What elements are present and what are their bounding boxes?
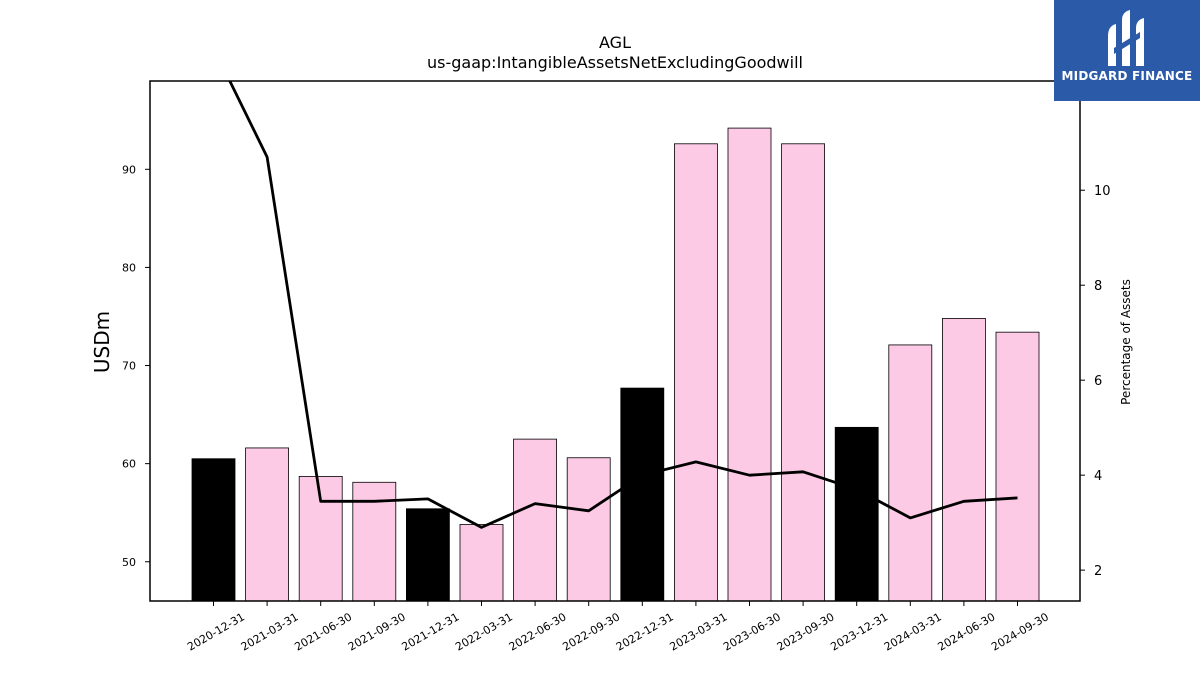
brand-logo: MIDGARD FINANCE bbox=[1054, 0, 1200, 101]
y2-tick-label: 6 bbox=[1094, 374, 1102, 389]
bars-group bbox=[191, 127, 1040, 602]
x-tick-label: 2023-12-31 bbox=[828, 610, 890, 653]
x-tick-label: 2023-03-31 bbox=[668, 610, 730, 653]
x-tick-label: 2022-12-31 bbox=[614, 610, 676, 653]
y-tick-label: 50 bbox=[122, 556, 136, 569]
x-tick-label: 2022-06-30 bbox=[507, 610, 569, 653]
line-group bbox=[228, 81, 1018, 529]
bar-2022-03-31 bbox=[459, 524, 504, 602]
bar-2024-06-30 bbox=[942, 318, 986, 602]
y-tick-label: 80 bbox=[122, 261, 136, 274]
y-axis-label: USDm bbox=[90, 311, 114, 373]
bar-2021-12-31 bbox=[405, 508, 450, 602]
bar-2022-06-30 bbox=[513, 438, 557, 602]
y-tick-label: 90 bbox=[122, 163, 136, 176]
midgard-logo-icon bbox=[1108, 10, 1144, 66]
bar-2023-03-31 bbox=[674, 143, 718, 602]
y2-tick-label: 8 bbox=[1094, 279, 1102, 294]
x-tick-label: 2022-03-31 bbox=[453, 610, 515, 653]
bar-2022-09-30 bbox=[566, 457, 611, 602]
x-tick-label: 2021-03-31 bbox=[239, 610, 301, 653]
y2-tick-label: 2 bbox=[1094, 564, 1102, 579]
logo-text: MIDGARD FINANCE bbox=[1061, 69, 1193, 83]
plot-frame bbox=[149, 80, 1081, 602]
bar-2023-09-30 bbox=[781, 143, 825, 602]
bar-2021-03-31 bbox=[245, 447, 290, 602]
x-tick-label: 2024-03-31 bbox=[882, 610, 944, 653]
bar-2024-03-31 bbox=[888, 344, 933, 602]
x-tick-label: 2023-06-30 bbox=[721, 610, 783, 653]
y-tick-label: 70 bbox=[122, 360, 136, 373]
bar-2024-09-30 bbox=[995, 331, 1040, 602]
x-tick-label: 2024-06-30 bbox=[936, 610, 998, 653]
x-tick-label: 2021-06-30 bbox=[292, 610, 354, 653]
y-tick-label: 60 bbox=[122, 458, 136, 471]
y2-tick-label: 4 bbox=[1094, 469, 1102, 484]
y2-tick-label: 10 bbox=[1094, 184, 1111, 199]
x-tick-label: 2024-09-30 bbox=[989, 610, 1051, 653]
bar-2022-12-31 bbox=[620, 387, 665, 602]
chart-title: AGL bbox=[599, 33, 631, 52]
bar-2020-12-31 bbox=[191, 458, 236, 602]
y2-axis-label: Percentage of Assets bbox=[1119, 279, 1133, 405]
x-tick-label: 2021-12-31 bbox=[400, 610, 462, 653]
bar-2023-12-31 bbox=[834, 426, 879, 602]
x-tick-label: 2022-09-30 bbox=[560, 610, 622, 653]
bar-2023-06-30 bbox=[727, 127, 772, 602]
percentage-line bbox=[228, 81, 1018, 529]
x-tick-label: 2023-09-30 bbox=[775, 610, 837, 653]
chart-subtitle: us-gaap:IntangibleAssetsNetExcludingGood… bbox=[427, 53, 803, 72]
x-tick-label: 2020-12-31 bbox=[185, 610, 247, 653]
x-tick-label: 2021-09-30 bbox=[346, 610, 408, 653]
